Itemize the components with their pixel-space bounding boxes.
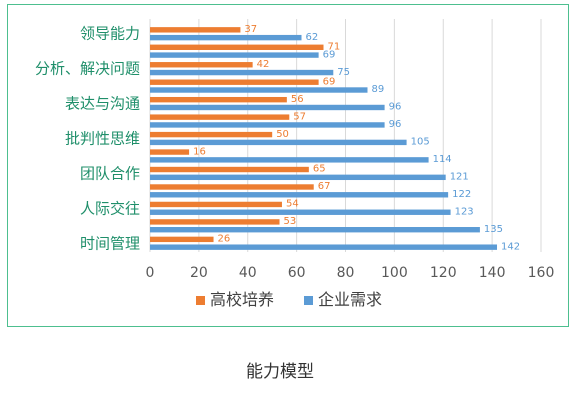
data-label: 96 [389, 119, 402, 130]
bar-school [150, 62, 253, 68]
x-tick-label: 0 [146, 265, 155, 281]
bar-enterprise [150, 174, 446, 181]
data-label: 50 [276, 129, 289, 140]
x-tick-label: 80 [337, 265, 355, 281]
bar-school [150, 131, 273, 138]
x-tick-label: 160 [528, 265, 555, 281]
data-label: 122 [452, 189, 471, 200]
chart-frame: 0 20 40 60 80 100 120 140 160 领导能力 37 62 71 69 分析、解决问题… [7, 4, 569, 327]
bar-school [150, 184, 314, 190]
data-label: 69 [323, 49, 336, 60]
category-label: 领导能力 [80, 25, 140, 43]
bar-enterprise [150, 34, 302, 41]
x-tick-label: 60 [288, 265, 306, 281]
data-label: 135 [484, 224, 503, 235]
bar-enterprise [150, 69, 334, 76]
bar-enterprise [150, 122, 385, 128]
data-label: 123 [455, 206, 474, 217]
bar-school [150, 114, 290, 120]
bar-school [150, 166, 309, 173]
bar-enterprise [150, 139, 407, 146]
category-label: 时间管理 [80, 234, 140, 252]
bar-school [150, 236, 214, 243]
data-label: 57 [293, 111, 306, 122]
data-label: 16 [193, 146, 206, 157]
data-label: 26 [218, 234, 231, 245]
data-label: 69 [323, 76, 336, 87]
bar-enterprise [150, 87, 368, 93]
bar-school [150, 201, 282, 208]
data-label: 56 [291, 94, 304, 105]
figure-caption: 能力模型 [246, 362, 314, 382]
bar-enterprise [150, 209, 451, 215]
data-label: 65 [313, 164, 326, 175]
category-label: 分析、解决问题 [35, 60, 140, 78]
data-label: 105 [411, 137, 430, 148]
data-label: 89 [371, 84, 384, 95]
data-label: 75 [337, 67, 350, 78]
legend-swatch [304, 296, 313, 305]
bar-school [150, 96, 287, 103]
bar-enterprise [150, 192, 449, 198]
category-label: 团队合作 [80, 164, 140, 182]
category-label: 表达与沟通 [65, 95, 140, 113]
bar-school [150, 27, 241, 33]
data-label: 37 [244, 24, 257, 35]
bar-school [150, 79, 319, 85]
data-label: 42 [257, 59, 270, 70]
data-label: 54 [286, 199, 299, 210]
data-label: 142 [501, 241, 520, 252]
data-label: 121 [450, 172, 469, 183]
category-label: 人际交往 [80, 199, 140, 217]
data-label: 71 [328, 41, 341, 52]
bar-school [150, 149, 190, 155]
data-label: 67 [318, 181, 331, 192]
x-tick-label: 120 [430, 265, 457, 281]
bar-enterprise [150, 104, 385, 111]
data-label: 114 [433, 154, 452, 165]
bar-school [150, 44, 324, 50]
data-label: 62 [306, 32, 319, 43]
bar-school [150, 219, 280, 225]
category-label: 批判性思维 [65, 130, 140, 148]
x-tick-label: 100 [381, 265, 408, 281]
x-tick-label: 40 [239, 265, 257, 281]
x-tick-label: 20 [190, 265, 208, 281]
legend-label: 企业需求 [318, 290, 382, 309]
data-label: 53 [284, 216, 297, 227]
x-tick-label: 140 [479, 265, 506, 281]
bar-enterprise [150, 227, 480, 233]
data-label: 96 [389, 102, 402, 113]
legend-swatch [196, 296, 205, 305]
bar-enterprise [150, 244, 498, 250]
bar-enterprise [150, 157, 429, 163]
legend-label: 高校培养 [210, 290, 274, 309]
bar-enterprise [150, 52, 319, 58]
